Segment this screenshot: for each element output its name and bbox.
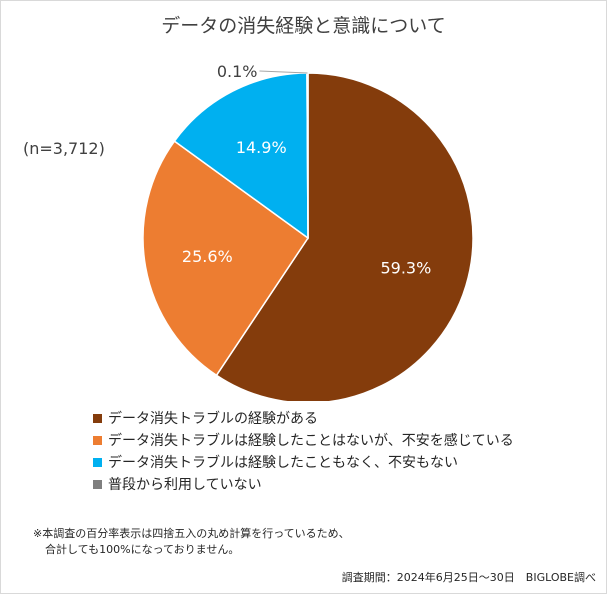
footnote-line-2: 合計しても100%になっておりません。 [45, 543, 240, 556]
slice-label-2: 25.6% [182, 247, 233, 266]
pie-slice-4 [306, 72, 309, 239]
pie-chart: 59.3% 25.6% 14.9% 0.1% [142, 62, 474, 401]
legend-swatch [93, 435, 102, 445]
footnote: ※本調査の百分率表示は四捨五入の丸め計算を行っているため、 合計しても100%に… [33, 526, 350, 558]
legend-label: データ消失トラブルは経験したことはないが、不安を感じている [108, 433, 514, 449]
legend: データ消失トラブルの経験があるデータ消失トラブルは経験したことはないが、不安を感… [93, 407, 514, 495]
leader-line [259, 70, 308, 74]
slice-label-1: 59.3% [380, 259, 431, 278]
survey-credit: 調査期間：2024年6月25日〜30日 BIGLOBE調べ [341, 571, 596, 584]
slice-label-4: 0.1% [217, 62, 258, 81]
legend-item-2: データ消失トラブルは経験したことはないが、不安を感じている [93, 429, 514, 451]
slice-label-3: 14.9% [236, 138, 287, 157]
pie-slice-2 [142, 140, 310, 377]
legend-item-4: 普段から利用していない [93, 473, 514, 495]
pie-slice-1 [215, 72, 474, 401]
legend-swatch [93, 457, 102, 467]
pie-slice-3 [173, 72, 309, 240]
footnote-line-1: ※本調査の百分率表示は四捨五入の丸め計算を行っているため、 [33, 527, 350, 540]
legend-label: 普段から利用していない [108, 477, 262, 493]
legend-swatch [93, 479, 102, 489]
legend-item-3: データ消失トラブルは経験したこともなく、不安もない [93, 451, 514, 473]
legend-swatch [93, 413, 102, 423]
legend-label: データ消失トラブルの経験がある [108, 411, 318, 427]
legend-label: データ消失トラブルは経験したこともなく、不安もない [108, 455, 458, 471]
chart-title: データの消失経験と意識について [161, 15, 446, 37]
legend-item-1: データ消失トラブルの経験がある [93, 407, 514, 429]
sample-size-label: (n=3,712) [23, 139, 105, 158]
